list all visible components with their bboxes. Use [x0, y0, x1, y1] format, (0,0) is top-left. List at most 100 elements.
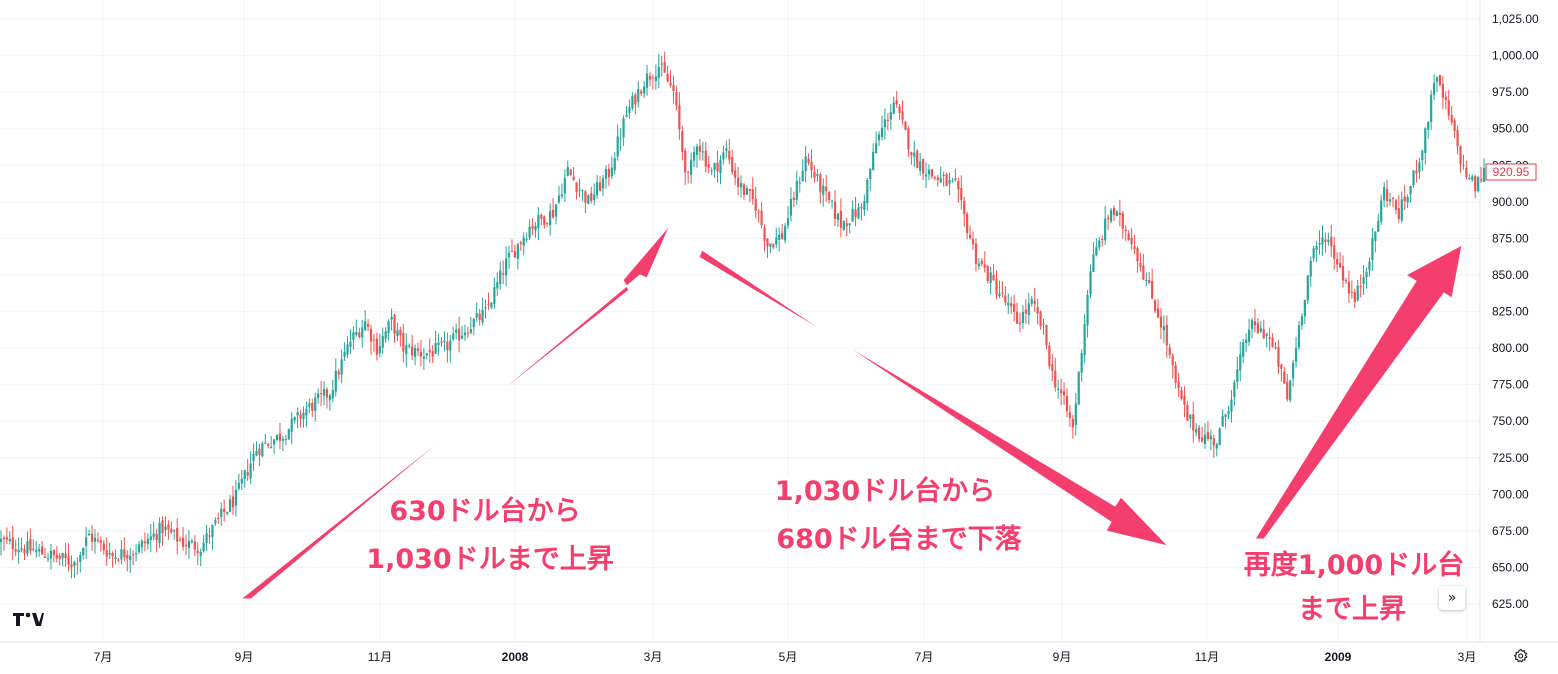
candle-body	[1409, 186, 1412, 195]
candle-body	[980, 260, 983, 265]
candle-body	[528, 226, 531, 238]
candle-body	[1080, 353, 1083, 373]
candle-body	[187, 540, 191, 548]
trend-arrow-up-1	[239, 224, 671, 600]
candle-body	[886, 119, 889, 122]
candle-body	[1130, 237, 1133, 245]
candle-body	[1221, 416, 1224, 427]
candle-body	[96, 539, 100, 541]
candle-body	[513, 251, 517, 258]
candle-body	[1245, 339, 1248, 343]
candle-body	[736, 177, 740, 187]
candle-body	[695, 146, 699, 155]
candle-body	[26, 541, 29, 554]
candle-body	[804, 156, 807, 172]
candle-body	[1209, 435, 1212, 440]
candle-body	[968, 234, 972, 239]
candle-body	[581, 190, 584, 192]
candle-body	[845, 223, 848, 227]
candle-body	[117, 559, 120, 561]
candle-body	[193, 541, 196, 550]
candle-body	[264, 442, 267, 444]
candle-body	[596, 182, 599, 196]
candle-body	[41, 546, 44, 555]
candle-body	[1330, 236, 1333, 247]
candle-body	[1195, 429, 1198, 433]
candle-body	[140, 540, 144, 548]
candle-body	[1198, 427, 1201, 440]
annotation-fall-line-1: 1,030ドル台から	[775, 475, 995, 507]
candle-body	[416, 348, 420, 351]
candle-body	[325, 389, 329, 398]
candle-body	[452, 333, 455, 340]
candle-body	[534, 225, 537, 231]
candle-body	[328, 395, 332, 400]
candle-body	[1203, 434, 1207, 445]
candle-body	[1459, 145, 1462, 165]
price-axis[interactable]: 1,025.001,000.00975.00950.00925.00900.00…	[0, 0, 1558, 643]
candle-body	[643, 86, 646, 94]
candle-body	[349, 341, 352, 348]
candle-body	[1107, 217, 1110, 220]
candle-body	[851, 208, 854, 222]
tradingview-logo[interactable]	[13, 612, 44, 626]
candle-body	[1441, 83, 1444, 98]
candle-body	[507, 252, 511, 258]
candle-body	[1397, 208, 1400, 219]
candle-body	[446, 341, 449, 351]
candle-body	[781, 232, 784, 239]
candle-body	[402, 332, 405, 352]
candle-body	[607, 168, 610, 178]
candle-body	[52, 549, 55, 555]
candle-body	[361, 327, 364, 338]
candle-body	[783, 226, 787, 241]
candle-body	[877, 134, 881, 141]
candle-body	[308, 403, 311, 407]
candle-body	[936, 177, 939, 181]
scroll-to-realtime-button[interactable]: »	[1439, 586, 1465, 610]
candle-body	[704, 150, 707, 167]
candle-body	[243, 470, 246, 480]
candle-body	[411, 346, 414, 356]
candle-body	[1377, 221, 1380, 232]
y-tick-label: 1,000.00	[1492, 49, 1539, 63]
candle-body	[872, 151, 875, 171]
candle-body	[1385, 189, 1389, 202]
candle-body	[1280, 364, 1283, 369]
candle-body	[472, 319, 475, 327]
candle-body	[998, 293, 1001, 297]
candle-body	[102, 543, 105, 551]
y-tick-label: 775.00	[1492, 378, 1529, 392]
candle-body	[769, 243, 772, 247]
candle-body	[854, 209, 857, 218]
gear-icon[interactable]	[1512, 647, 1530, 665]
candle-body	[134, 553, 138, 555]
candle-body	[1450, 115, 1453, 123]
candle-body	[1224, 414, 1227, 417]
candle-body	[1104, 218, 1107, 241]
candle-body	[455, 329, 458, 333]
y-tick-label: 650.00	[1492, 560, 1529, 574]
candle-body	[249, 463, 252, 479]
candle-body	[734, 170, 737, 178]
candle-body	[8, 539, 11, 542]
candle-body	[1362, 277, 1365, 285]
candle-body	[707, 164, 710, 168]
candle-body	[1077, 371, 1080, 405]
y-tick-label: 825.00	[1492, 305, 1529, 319]
candle-body	[1057, 388, 1060, 390]
candle-body	[1286, 382, 1289, 400]
time-axis[interactable]: 7月 9月 11月 2008 3月 5月 7月 9月 11月 2009 3月	[94, 650, 1477, 664]
candle-body	[1406, 197, 1409, 203]
candle-body	[551, 209, 555, 218]
candle-body	[1206, 431, 1210, 440]
candle-body	[1230, 399, 1233, 412]
candle-body	[1318, 243, 1321, 245]
candle-body	[828, 192, 831, 201]
candle-body	[892, 102, 895, 114]
candle-body	[1247, 329, 1251, 342]
candle-body	[563, 178, 566, 194]
candle-body	[1180, 390, 1183, 399]
candle-body	[1021, 311, 1025, 324]
